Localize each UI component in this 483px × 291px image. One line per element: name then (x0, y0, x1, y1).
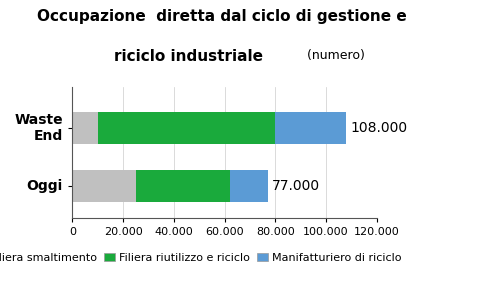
Bar (230, 170, 268, 202)
Bar (98, 112, 275, 144)
Legend: Filiera smaltimento, Filiera riutilizzo e riciclo, Manifatturiero di riciclo: Filiera smaltimento, Filiera riutilizzo … (0, 253, 402, 263)
Text: Occupazione  diretta dal ciclo di gestione e: Occupazione diretta dal ciclo di gestion… (37, 9, 407, 24)
Bar (72, 170, 136, 202)
Text: 108.000: 108.000 (350, 121, 407, 135)
Text: (numero): (numero) (299, 49, 365, 63)
Bar (72, 112, 98, 144)
Text: riciclo industriale: riciclo industriale (114, 49, 263, 65)
Text: 77.000: 77.000 (271, 179, 320, 193)
Bar (136, 170, 230, 202)
Bar (275, 112, 346, 144)
